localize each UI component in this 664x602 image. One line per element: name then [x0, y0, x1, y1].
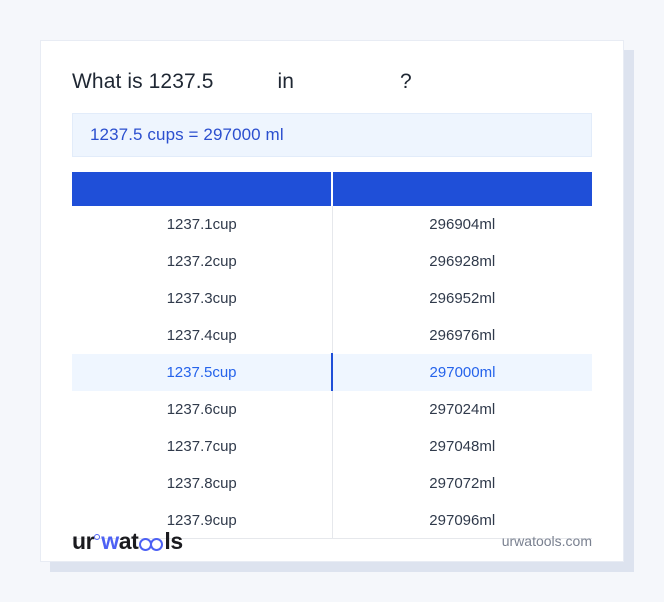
logo-text-ls: ls [164, 527, 183, 554]
urwatools-logo[interactable]: ur w at ls [72, 527, 183, 554]
conversion-table: 1237.1cup 296904ml 1237.2cup 296928ml 1237.3… [72, 172, 592, 539]
cell-to-value: 296976ml [429, 326, 496, 344]
logo-text-ur: ur [72, 527, 95, 554]
cell-from-value: 1237.2cup [72, 242, 333, 280]
cell-from-value: 1237.1cup [72, 206, 333, 243]
table-row[interactable]: 1237.6cup 297024ml [72, 390, 592, 428]
cell-from-value: 1237.7cup [72, 427, 333, 465]
card-body: What is 1237.5 in? 1237.5 cups = 297000 m… [41, 41, 623, 539]
conversion-card: What is 1237.5 in? 1237.5 cups = 297000 m… [40, 40, 624, 562]
result-text: 1237.5 cups = 297000 ml [90, 125, 284, 144]
cell-to-value: 297024ml [429, 400, 496, 418]
page-title: What is 1237.5 in? [72, 69, 592, 95]
cell-from-value: 1237.8cup [72, 464, 333, 502]
logo-text-at: at [118, 527, 139, 554]
cell-from-value: 1237.6cup [72, 390, 333, 428]
logo-glasses-icon [139, 537, 164, 551]
cell-to-value: 297096ml [332, 501, 592, 539]
table-row[interactable]: 1237.8cup 297072ml [72, 464, 592, 502]
logo-ring-right [150, 537, 164, 551]
table-row[interactable]: 1237.4cup 296976ml [72, 316, 592, 354]
table-row[interactable]: 1237.3cup 296952ml [72, 279, 592, 317]
column-header-from[interactable] [72, 172, 333, 206]
cell-from-value: 1237.9cup [72, 501, 333, 539]
table-head [72, 172, 592, 206]
column-header-to[interactable] [332, 172, 592, 206]
table-body: 1237.1cup 296904ml 1237.2cup 296928ml 1237.3… [72, 206, 592, 539]
footer-domain: urwatools.com [501, 533, 592, 549]
table-header-row [72, 172, 592, 206]
title-connector: in [277, 70, 295, 93]
logo-dot-icon [94, 533, 101, 540]
cell-to-value: 297072ml [429, 474, 496, 492]
title-suffix: ? [400, 70, 412, 93]
result-banner: 1237.5 cups = 297000 ml [72, 113, 592, 157]
cell-from-value: 1237.5cup [72, 353, 333, 391]
cell-to-value: 296904ml [429, 215, 496, 233]
table-row[interactable]: 1237.1cup 296904ml [72, 206, 592, 243]
table-row[interactable]: 1237.9cup 297096ml [72, 501, 592, 539]
table-row[interactable]: 1237.2cup 296928ml [72, 242, 592, 280]
title-prefix: What is [72, 70, 143, 93]
cell-to-value: 297000ml [332, 353, 592, 391]
table-row[interactable]: 1237.7cup 297048ml [72, 427, 592, 465]
card-footer: ur w at ls urwatools.com [41, 521, 623, 561]
cell-to-value: 297048ml [429, 437, 496, 455]
logo-text-w: w [101, 527, 119, 554]
cell-from-value: 1237.3cup [72, 279, 333, 317]
table-row[interactable]: 1237.5cup 297000ml [72, 353, 592, 391]
cell-to-value: 296928ml [429, 252, 496, 270]
cell-to-value: 296952ml [429, 289, 496, 307]
cell-from-value: 1237.4cup [72, 316, 333, 354]
title-amount: 1237.5 [148, 70, 214, 93]
